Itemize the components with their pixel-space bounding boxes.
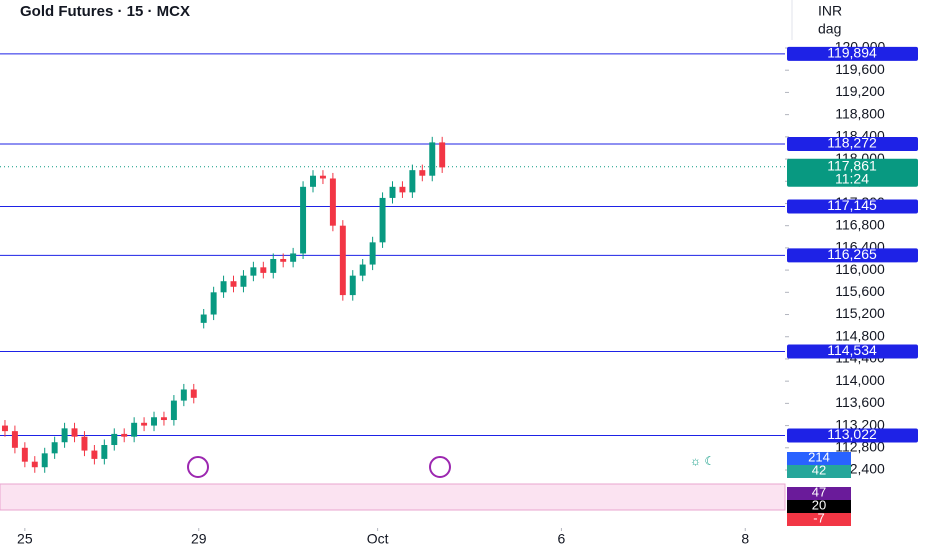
candle-body — [339, 225, 346, 296]
candle-body — [250, 267, 257, 276]
x-tick-label: 6 — [558, 531, 566, 547]
x-tick-label: 8 — [741, 531, 749, 547]
y-tick-label: 119,200 — [835, 83, 885, 99]
y-tick-label: 116,000 — [835, 261, 885, 277]
icon: ☼ ☾ — [690, 454, 715, 468]
countdown-label: 11:24 — [835, 170, 869, 186]
candle-body — [1, 425, 8, 432]
indicator-badge — [787, 465, 851, 478]
y-tick-label: 115,200 — [835, 305, 885, 321]
candle-body — [270, 259, 277, 273]
y-tick-label: 119,600 — [835, 61, 885, 77]
candle-body — [260, 267, 267, 273]
indicator-label: -7 — [813, 510, 825, 525]
last-price-label: 117,861 — [827, 157, 877, 173]
candle-body — [101, 445, 108, 459]
candle-body — [439, 142, 446, 168]
candle-body — [151, 417, 157, 426]
candle-body — [419, 170, 426, 176]
candle-body — [230, 281, 237, 287]
candle-body — [329, 178, 336, 226]
chart-title: Gold Futures · 15 · MCX — [20, 3, 190, 20]
candle-body — [121, 433, 128, 437]
candle-body — [180, 389, 187, 401]
candle-body — [319, 175, 326, 179]
level-badge — [787, 136, 918, 151]
level-label: 116,265 — [827, 246, 877, 262]
level-label: 117,145 — [827, 197, 877, 213]
candle-body — [200, 314, 207, 323]
candle-body — [399, 186, 406, 193]
y-tick-label: 113,200 — [835, 416, 885, 432]
candle-body — [389, 186, 396, 198]
candle-body — [131, 422, 138, 437]
candle-body — [61, 428, 68, 443]
candle-body — [41, 453, 48, 468]
y-tick-label: 113,600 — [835, 394, 885, 410]
indicator-label: 47 — [812, 484, 826, 499]
candle-body — [71, 428, 78, 437]
candle-body — [369, 242, 376, 265]
level-label: 118,272 — [827, 135, 877, 151]
last-price-badge — [787, 158, 918, 187]
candle-body — [190, 389, 197, 398]
candle-body — [31, 461, 38, 468]
candle-body — [290, 253, 297, 262]
level-badge — [787, 199, 918, 214]
event-icon — [429, 456, 451, 478]
interval-label: dag — [818, 21, 841, 37]
y-tick-label: 114,800 — [835, 327, 885, 343]
level-badge — [787, 46, 918, 61]
y-tick-label: 116,800 — [835, 216, 885, 232]
indicator-badge — [787, 513, 851, 526]
candle-body — [310, 175, 316, 187]
candle-body — [170, 400, 177, 421]
level-label: 119,894 — [827, 45, 877, 61]
candle-body — [349, 275, 356, 296]
y-tick-label: 115,600 — [835, 283, 885, 299]
candle-body — [111, 433, 118, 446]
x-tick-label: 25 — [17, 531, 33, 547]
candle-body — [81, 436, 88, 451]
candle-body — [220, 281, 227, 293]
candle-body — [240, 275, 247, 287]
x-tick-label: Oct — [367, 531, 389, 547]
level-badge — [787, 428, 918, 443]
x-tick-label: 29 — [191, 531, 207, 547]
indicator-label: 42 — [812, 462, 826, 477]
candle-body — [379, 197, 386, 243]
level-label: 113,022 — [827, 426, 877, 442]
y-tick-label: 118,800 — [835, 105, 885, 121]
candle-body — [409, 170, 416, 193]
y-tick-label: 114,000 — [835, 372, 885, 388]
candle-body — [141, 422, 148, 426]
indicator-pane — [0, 483, 786, 511]
indicator-badge — [787, 452, 851, 465]
indicator-badge — [787, 500, 851, 513]
candle-body — [210, 292, 217, 315]
candle-body — [11, 431, 18, 448]
candle-body — [91, 450, 98, 459]
level-label: 114,534 — [827, 342, 877, 358]
candle-body — [359, 264, 366, 276]
candle-body — [21, 447, 28, 462]
candle-body — [51, 442, 58, 454]
indicator-badge — [787, 487, 851, 500]
currency: INR — [818, 3, 842, 19]
indicator-label: 214 — [808, 449, 830, 464]
event-icon — [187, 456, 209, 478]
indicator-label: 20 — [812, 497, 826, 512]
candle-body — [300, 186, 307, 254]
y-tick-label: 112,800 — [835, 438, 885, 454]
candle-body — [429, 142, 436, 176]
level-badge — [787, 248, 918, 263]
level-badge — [787, 344, 918, 359]
candle-body — [160, 417, 167, 421]
candle-body — [280, 259, 287, 262]
